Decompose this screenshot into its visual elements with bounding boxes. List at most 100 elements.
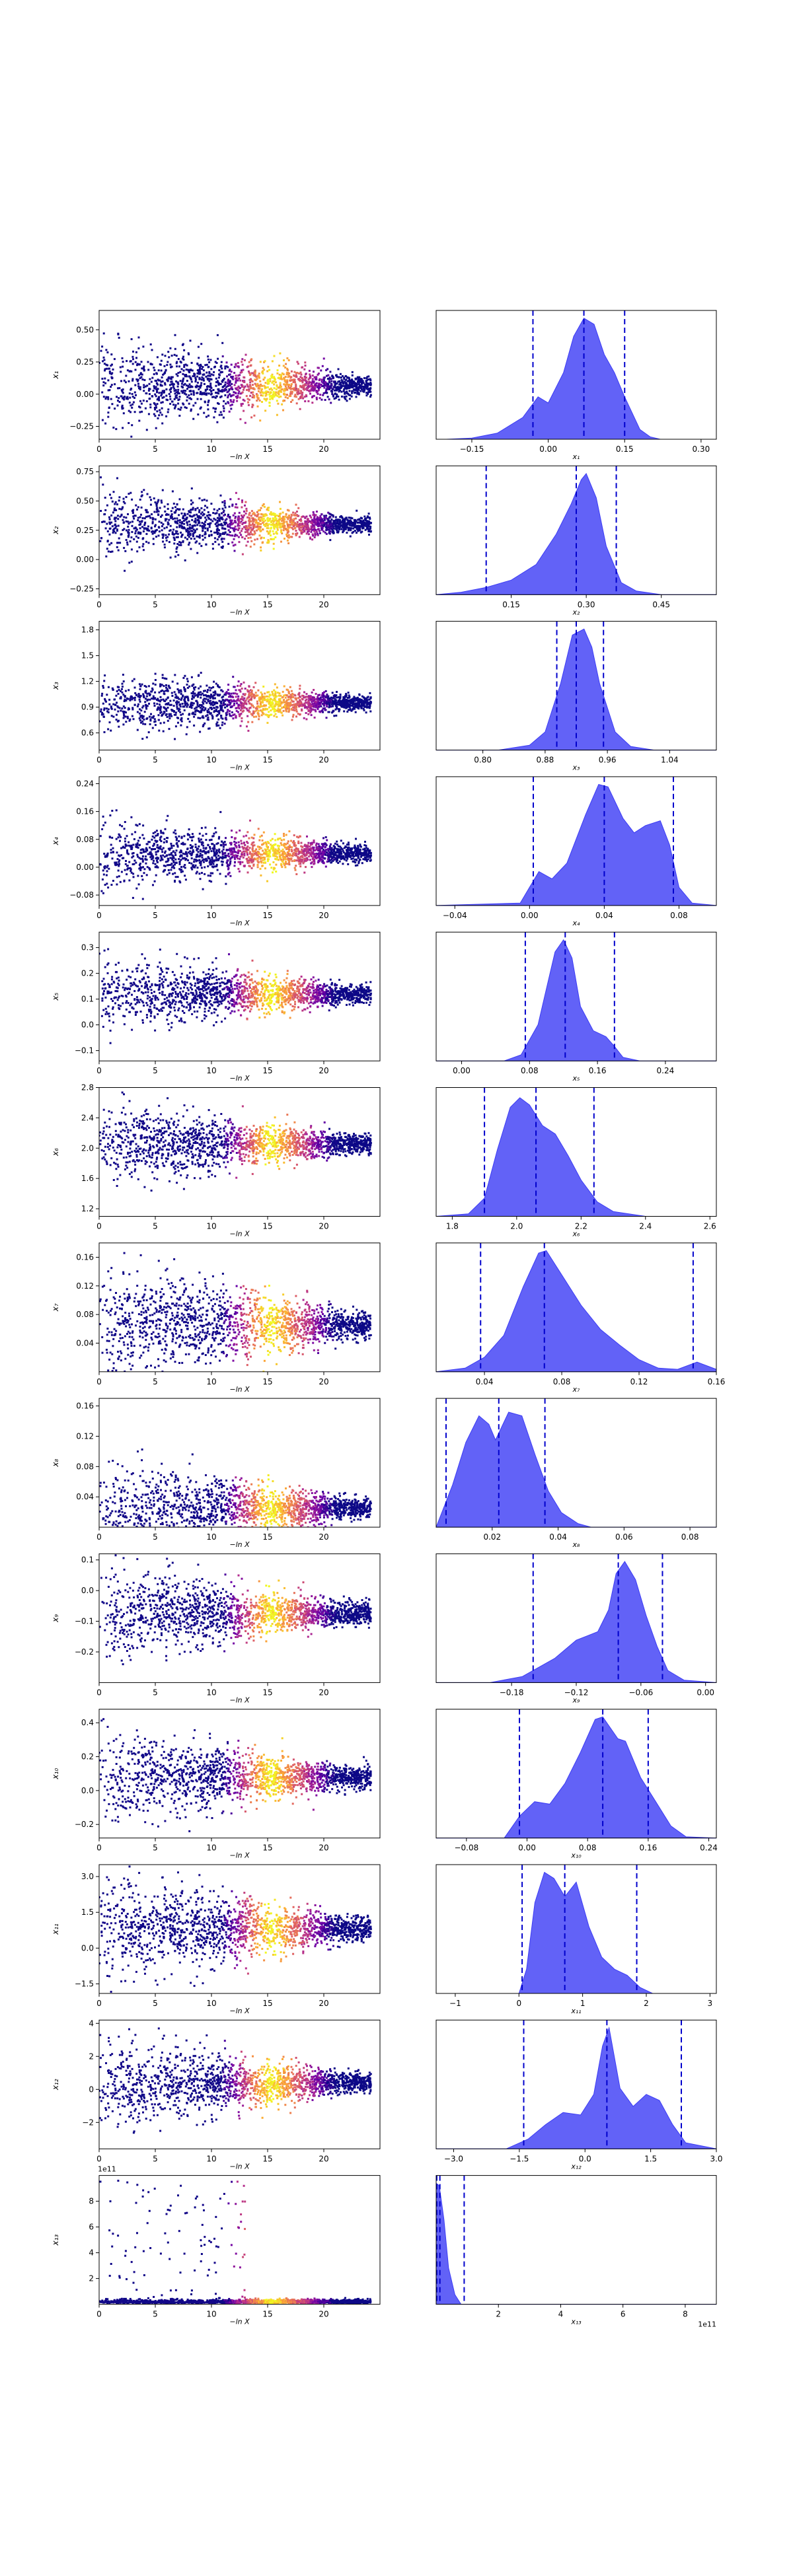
- trace-point: [132, 511, 134, 514]
- trace-point: [208, 522, 211, 525]
- trace-point: [160, 380, 163, 383]
- trace-point: [206, 696, 208, 698]
- trace-point: [291, 519, 293, 521]
- trace-point: [151, 687, 153, 690]
- trace-point: [196, 362, 199, 365]
- trace-point: [342, 528, 345, 530]
- trace-point: [160, 515, 162, 518]
- trace-point: [152, 538, 155, 540]
- trace-point: [309, 375, 311, 378]
- trace-point: [217, 390, 220, 392]
- trace-point: [256, 396, 259, 399]
- trace-point: [187, 384, 190, 387]
- trace-point: [270, 701, 272, 703]
- trace-point: [256, 538, 258, 540]
- trace-point: [332, 515, 334, 518]
- trace-point: [149, 496, 151, 499]
- trace-point: [360, 707, 363, 709]
- trace-point: [276, 372, 279, 375]
- trace-point: [106, 530, 109, 532]
- trace-point: [101, 345, 104, 348]
- trace-point: [202, 715, 204, 717]
- trace-point: [238, 511, 241, 514]
- trace-point: [206, 701, 208, 704]
- trace-point: [191, 530, 194, 532]
- trace-point: [239, 725, 242, 727]
- trace-point: [180, 697, 183, 699]
- trace-point: [239, 709, 242, 711]
- trace-point: [216, 392, 219, 394]
- trace-point: [146, 717, 149, 719]
- trace-point: [258, 528, 261, 531]
- trace-point: [274, 381, 277, 384]
- trace-point: [278, 711, 280, 713]
- trace-point: [248, 533, 251, 536]
- trace-point: [138, 363, 141, 366]
- trace-point: [190, 509, 192, 511]
- trace-point: [299, 704, 302, 707]
- trace-point: [279, 352, 282, 355]
- trace-point: [142, 715, 145, 717]
- trace-point: [359, 384, 361, 386]
- trace-point: [227, 542, 230, 545]
- trace-point: [217, 523, 220, 526]
- trace-point: [258, 718, 260, 721]
- trace-point: [348, 394, 350, 396]
- trace-point: [193, 520, 196, 523]
- trace-point: [189, 534, 192, 536]
- trace-point: [233, 686, 235, 688]
- trace-point: [237, 684, 239, 687]
- trace-point: [178, 509, 180, 511]
- trace-point: [146, 705, 149, 707]
- trace-point: [143, 711, 146, 713]
- trace-point: [333, 386, 336, 389]
- trace-point: [246, 516, 249, 519]
- trace-point: [271, 694, 274, 696]
- trace-point: [243, 702, 246, 705]
- trace-point: [274, 515, 277, 517]
- posterior-x-tick-label: 0.45: [652, 600, 670, 609]
- trace-point: [124, 715, 127, 718]
- trace-point: [192, 515, 195, 517]
- trace-point: [283, 524, 285, 527]
- trace-point: [158, 530, 161, 533]
- trace-point: [216, 527, 219, 530]
- trace-point: [294, 703, 297, 705]
- trace-point: [160, 499, 163, 502]
- trace-point: [185, 733, 188, 736]
- trace-point: [167, 408, 170, 411]
- trace-point: [178, 541, 181, 544]
- trace-point: [313, 376, 316, 378]
- trace-point: [323, 703, 326, 706]
- trace-point: [247, 401, 249, 404]
- trace-point: [276, 522, 278, 524]
- trace-point: [201, 499, 204, 501]
- trace-point: [145, 515, 147, 518]
- trace-point: [207, 355, 209, 358]
- trace-point: [359, 378, 362, 380]
- trace-point: [324, 531, 326, 534]
- trace-point: [299, 518, 302, 520]
- trace-point: [227, 390, 230, 393]
- trace-point: [221, 355, 224, 357]
- trace-point: [118, 707, 121, 709]
- trace-point: [367, 392, 369, 395]
- trace-point: [165, 690, 167, 692]
- trace-point: [365, 380, 367, 382]
- trace-point: [350, 522, 352, 524]
- trace-point: [272, 376, 274, 379]
- trace-point: [177, 554, 180, 556]
- trace-point: [330, 528, 332, 530]
- trace-point: [196, 528, 198, 530]
- trace-point: [169, 717, 171, 720]
- trace-point: [241, 696, 243, 698]
- trace-point: [199, 367, 202, 369]
- trace-point: [140, 402, 143, 405]
- trace-point: [221, 524, 223, 527]
- trace-point: [216, 721, 219, 724]
- trace-point: [142, 367, 145, 370]
- trace-point: [340, 395, 343, 398]
- trace-point: [268, 404, 271, 407]
- trace-point: [117, 400, 119, 402]
- trace-point: [248, 696, 250, 698]
